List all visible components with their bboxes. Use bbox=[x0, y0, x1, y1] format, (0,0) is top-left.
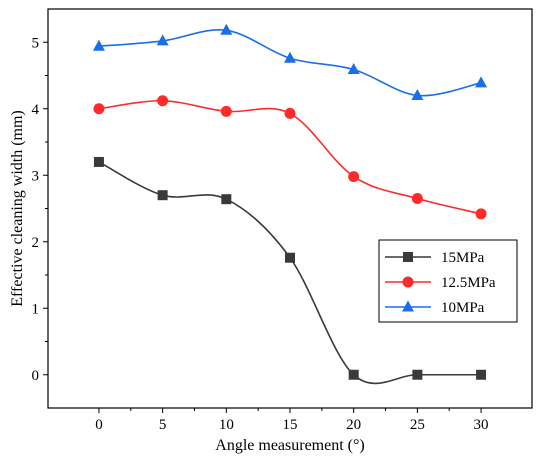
legend-marker bbox=[402, 276, 414, 288]
data-point-12.5MPa bbox=[93, 103, 105, 115]
x-tick-label: 15 bbox=[283, 417, 298, 433]
data-point-15MPa bbox=[412, 369, 423, 380]
y-tick-label: 5 bbox=[32, 35, 40, 51]
data-point-10MPa bbox=[92, 39, 105, 51]
data-point-10MPa bbox=[220, 23, 233, 35]
legend-marker bbox=[403, 252, 413, 262]
legend-label: 10MPa bbox=[441, 300, 485, 316]
data-point-10MPa bbox=[475, 76, 488, 88]
data-point-10MPa bbox=[156, 34, 169, 46]
x-tick-label: 30 bbox=[474, 417, 489, 433]
data-point-15MPa bbox=[93, 156, 104, 167]
y-tick-label: 2 bbox=[32, 235, 40, 251]
legend-label: 15MPa bbox=[441, 250, 485, 266]
y-tick-label: 3 bbox=[32, 168, 40, 184]
x-tick-label: 0 bbox=[95, 417, 103, 433]
x-tick-label: 5 bbox=[159, 417, 167, 433]
x-tick-label: 20 bbox=[346, 417, 361, 433]
data-point-12.5MPa bbox=[348, 171, 360, 183]
data-point-15MPa bbox=[476, 369, 487, 380]
legend-marker bbox=[402, 300, 414, 312]
y-tick-label: 0 bbox=[32, 368, 40, 384]
x-tick-label: 10 bbox=[219, 417, 234, 433]
data-point-12.5MPa bbox=[475, 208, 487, 220]
x-tick-label: 25 bbox=[410, 417, 425, 433]
data-point-15MPa bbox=[221, 194, 232, 205]
data-point-12.5MPa bbox=[284, 107, 296, 119]
data-point-15MPa bbox=[285, 252, 295, 263]
y-tick-label: 1 bbox=[32, 301, 40, 317]
data-point-12.5MPa bbox=[220, 105, 232, 117]
y-tick-label: 4 bbox=[32, 102, 40, 118]
data-point-12.5MPa bbox=[157, 95, 169, 107]
y-axis-title: Effective cleaning width (mm) bbox=[9, 110, 26, 307]
legend-label: 12.5MPa bbox=[441, 275, 496, 291]
x-axis-title: Angle measurement (°) bbox=[215, 437, 364, 454]
series-line-10MPa bbox=[98, 28, 482, 97]
data-point-12.5MPa bbox=[411, 193, 423, 205]
legend-box bbox=[378, 239, 518, 323]
data-point-10MPa bbox=[411, 88, 424, 100]
data-point-10MPa bbox=[284, 51, 296, 63]
data-point-15MPa bbox=[348, 369, 359, 380]
data-point-15MPa bbox=[157, 190, 168, 201]
data-point-10MPa bbox=[347, 63, 360, 75]
